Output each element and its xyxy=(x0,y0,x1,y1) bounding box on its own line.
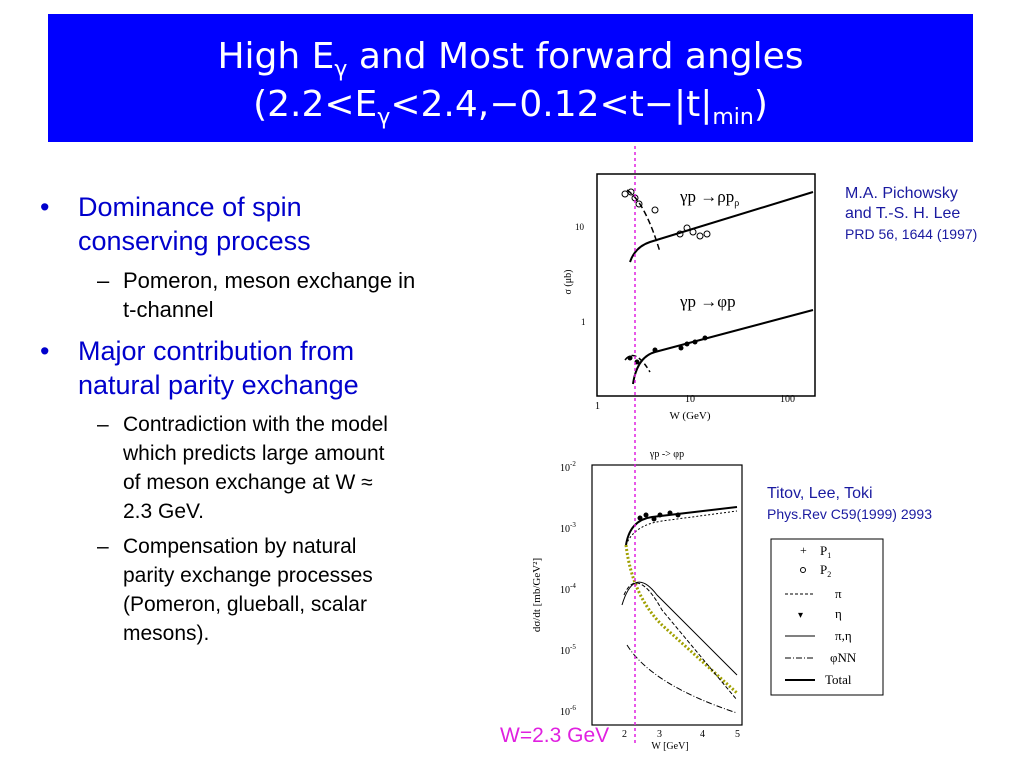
pi-eta-curve xyxy=(621,581,738,676)
x-tick-labels: 2 3 4 5 xyxy=(622,729,740,740)
p2-curve xyxy=(625,510,738,546)
y-tick-labels: 10-2 10-3 10-4 10-5 10-6 xyxy=(560,460,576,718)
bullet-text: natural parity exchange xyxy=(78,370,359,400)
rho-model-curve xyxy=(629,191,814,263)
sub-bullet-text: parity exchange processes xyxy=(123,564,373,587)
legend-item: P2 xyxy=(820,562,831,579)
legend-item: Total xyxy=(825,672,852,687)
legend-item: η xyxy=(835,606,842,621)
rho-label-sub: ρ xyxy=(734,198,739,209)
plot-frame xyxy=(596,173,816,397)
y-tick-label: 1 xyxy=(581,317,586,327)
x-tick-label: 1 xyxy=(595,401,600,412)
sub-bullet-text: t-channel xyxy=(123,297,214,322)
x-tick-label: 3 xyxy=(657,729,662,740)
reference-line: Phys.Rev C59(1999) 2993 xyxy=(767,506,932,522)
differential-cross-section-plot: γp -> φp dσ/dt [mb/GeV²] 10-2 10-3 10-4 … xyxy=(531,449,743,752)
svg-text:▾: ▾ xyxy=(798,610,803,621)
title-subscript: min xyxy=(712,105,754,131)
legend-item: π xyxy=(835,586,842,601)
plot-frame xyxy=(591,464,743,726)
sub-bullet-item: – Contradiction with the model which predi… xyxy=(40,410,510,526)
y-tick-label: 10 xyxy=(575,222,585,232)
reference-line: M.A. Pichowsky xyxy=(845,185,958,202)
phi-meson-curve xyxy=(624,354,651,373)
bullet-text: Dominance of spin xyxy=(78,192,302,222)
dash-icon: – xyxy=(97,535,109,558)
reference-top: M.A. Pichowsky and T.-S. H. Lee PRD 56, … xyxy=(845,184,977,244)
phinn-curve xyxy=(626,644,738,714)
dash-icon: – xyxy=(97,413,109,436)
bullet-item: • Dominance of spin conserving process xyxy=(40,190,510,258)
bullet-dot-icon: • xyxy=(40,192,50,222)
y-tick-label: 10-6 xyxy=(560,704,576,718)
y-axis-label: dσ/dt [mb/GeV²] xyxy=(531,558,543,632)
reference-line: and T.-S. H. Lee xyxy=(845,205,961,222)
x-tick-label: 5 xyxy=(735,729,740,740)
cross-section-plot: σ (μb) 10 1 1 10 100 W (GeV) γp →ρpρ γp … xyxy=(563,173,816,422)
dash-icon: – xyxy=(97,268,110,293)
bullet-text: conserving process xyxy=(78,226,311,256)
w-marker-label: W=2.3 GeV xyxy=(500,724,610,747)
rho-meson-curve xyxy=(626,189,661,253)
rho-data-points xyxy=(621,188,711,240)
title-text: (2.2<E xyxy=(253,84,378,125)
y-tick-label: 10-4 xyxy=(560,582,576,596)
bullet-dot-icon: • xyxy=(40,336,50,366)
x-tick-label: 4 xyxy=(700,729,705,740)
bullet-item: • Major contribution from natural parity e… xyxy=(40,334,510,402)
x-axis-label: W [GeV] xyxy=(651,741,688,752)
reference-line: Titov, Lee, Toki xyxy=(767,485,873,502)
sub-bullet-text: 2.3 GeV. xyxy=(123,500,204,523)
total-curve xyxy=(625,506,738,546)
y-tick-label: 10-5 xyxy=(560,643,576,657)
sub-bullet-text: mesons). xyxy=(123,622,210,645)
rho-channel-label: γp →ρpρ xyxy=(679,187,739,209)
legend-item: π,η xyxy=(835,628,852,643)
pi-curve xyxy=(623,582,738,701)
rho-label-text: γp →ρp xyxy=(679,187,734,206)
legend-item: P1 xyxy=(820,543,831,560)
sub-bullet-item: – Compensation by natural parity exchange … xyxy=(40,532,510,648)
sub-bullet-text: (Pomeron, glueball, scalar xyxy=(123,593,367,616)
reference-bottom: Titov, Lee, Toki Phys.Rev C59(1999) 2993 xyxy=(767,484,932,524)
bullet-text: Major contribution from xyxy=(78,336,355,366)
legend-item: φNN xyxy=(830,650,857,665)
sub-bullet-text: of meson exchange at W ≈ xyxy=(123,471,373,494)
title-text: and Most forward angles xyxy=(347,36,804,77)
title-banner: High Eγ and Most forward angles (2.2<Eγ<… xyxy=(48,14,973,142)
sub-bullet-item: – Pomeron, meson exchange in t-channel xyxy=(40,266,510,324)
title-text: High E xyxy=(217,36,335,77)
title-subscript: γ xyxy=(377,105,391,131)
sub-bullet-text: Compensation by natural xyxy=(123,535,357,558)
title-line-1: High Eγ and Most forward angles xyxy=(48,36,973,82)
phi-model-curve xyxy=(632,309,814,385)
sub-bullet-text: Pomeron, meson exchange in xyxy=(123,268,416,293)
reference-line: PRD 56, 1644 (1997) xyxy=(845,226,978,242)
title-text: <2.4,−0.12<t−|t| xyxy=(390,84,713,125)
phi-data-points xyxy=(627,335,708,365)
chart-legend: + P1 P2 π ▾ η π,η φNN Total xyxy=(770,538,884,696)
y-tick-label: 10-2 xyxy=(560,460,576,474)
sub-bullet-text: which predicts large amount xyxy=(123,442,385,465)
legend-marker-plus: + xyxy=(800,543,807,557)
sub-bullet-text: Contradiction with the model xyxy=(123,413,388,436)
y-tick-label: 10-3 xyxy=(560,521,576,535)
data-points xyxy=(637,510,681,522)
y-axis-label: σ (μb) xyxy=(563,270,574,295)
bullet-list: • Dominance of spin conserving process – Po… xyxy=(40,190,510,654)
x-axis-label: W (GeV) xyxy=(669,410,710,422)
title-text: ) xyxy=(753,84,768,125)
w-marker-line xyxy=(634,146,636,746)
phi-channel-label: γp →φp xyxy=(679,292,736,311)
x-tick-label: 2 xyxy=(622,729,627,740)
plot-title: γp -> φp xyxy=(649,449,684,460)
x-tick-label: 10 xyxy=(685,394,695,405)
x-tick-label: 100 xyxy=(780,394,795,405)
title-subscript: γ xyxy=(334,57,348,83)
title-line-2: (2.2<Eγ<2.4,−0.12<t−|t|min) xyxy=(48,84,973,130)
